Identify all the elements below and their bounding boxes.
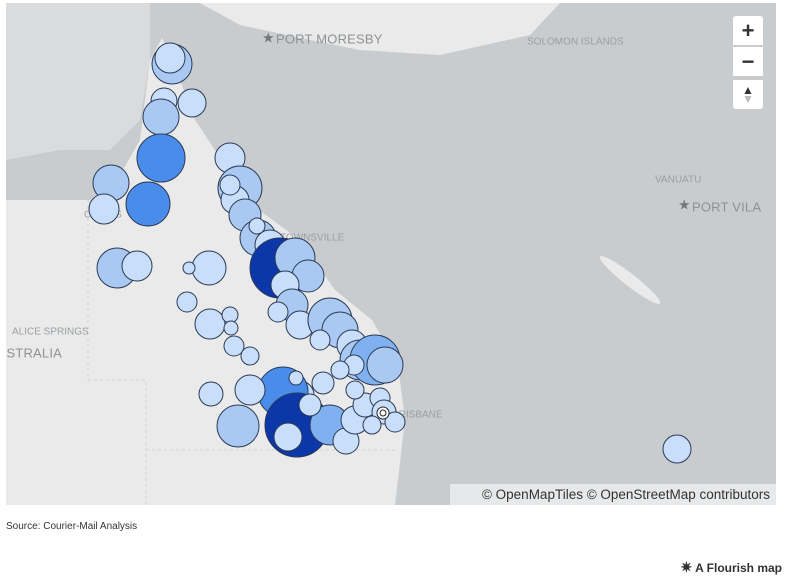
map-circle[interactable] <box>662 434 692 464</box>
map-circle[interactable] <box>177 88 207 118</box>
map-circle[interactable] <box>311 371 335 395</box>
zoom-out[interactable]: − <box>732 46 764 77</box>
map-circle[interactable] <box>234 374 266 406</box>
map-circle[interactable] <box>136 133 186 183</box>
map[interactable]: PORT MORESBY ★ SOLOMON ISLANDS VANUATU ★… <box>0 0 795 510</box>
map-circle[interactable] <box>216 404 260 448</box>
map-circle[interactable] <box>366 346 404 384</box>
compass[interactable]: ▲ ▼ <box>732 79 764 110</box>
place-label: PORT VILA <box>692 199 761 214</box>
map-circle[interactable] <box>198 381 224 407</box>
map-circle[interactable] <box>298 393 322 417</box>
place-label: VANUATU <box>655 175 701 186</box>
map-circle[interactable] <box>223 335 245 357</box>
zoom-in[interactable]: + <box>732 15 764 46</box>
source: Source: Courier-Mail Analysis <box>6 521 138 532</box>
credit-text: A Flourish map <box>695 561 782 575</box>
map-circle[interactable] <box>267 301 289 323</box>
map-circle[interactable] <box>154 42 186 74</box>
place-label: PORT MORESBY <box>276 31 383 46</box>
map-circle[interactable] <box>125 181 171 227</box>
map-circle[interactable] <box>142 98 180 136</box>
map-circle[interactable] <box>240 346 260 366</box>
map-circle[interactable] <box>219 174 241 196</box>
map-circle[interactable] <box>88 193 120 225</box>
map-circle[interactable] <box>273 422 303 452</box>
place-label: TOWNSVILLE <box>280 233 345 244</box>
map-circle[interactable] <box>182 261 196 275</box>
map-circle[interactable] <box>384 411 406 433</box>
place-label: BRISBANE <box>392 410 443 421</box>
land <box>200 3 560 55</box>
place-label: AUSTRALIA <box>0 345 62 360</box>
map-circle[interactable] <box>191 250 227 286</box>
place-label: SOLOMON ISLANDS <box>527 37 624 48</box>
map-circle[interactable] <box>362 415 382 435</box>
svg-text:★: ★ <box>678 197 691 213</box>
place-label: ALICE SPRINGS <box>12 327 89 338</box>
svg-text:★: ★ <box>262 30 275 46</box>
map-circle[interactable] <box>330 360 350 380</box>
attribution: © OpenMapTiles © OpenStreetMap contribut… <box>450 484 776 505</box>
map-circle[interactable] <box>194 308 226 340</box>
credit[interactable]: ✷ A Flourish map <box>680 559 782 575</box>
map-circle[interactable] <box>345 380 365 400</box>
map-circle[interactable] <box>288 370 304 386</box>
land <box>6 3 150 160</box>
map-circle[interactable] <box>309 329 331 351</box>
map-circle[interactable] <box>121 250 153 282</box>
map-circle[interactable] <box>248 217 266 235</box>
map-circle[interactable] <box>176 291 198 313</box>
map-circle[interactable] <box>223 320 239 336</box>
land <box>599 256 661 304</box>
map-circle[interactable] <box>379 409 387 417</box>
